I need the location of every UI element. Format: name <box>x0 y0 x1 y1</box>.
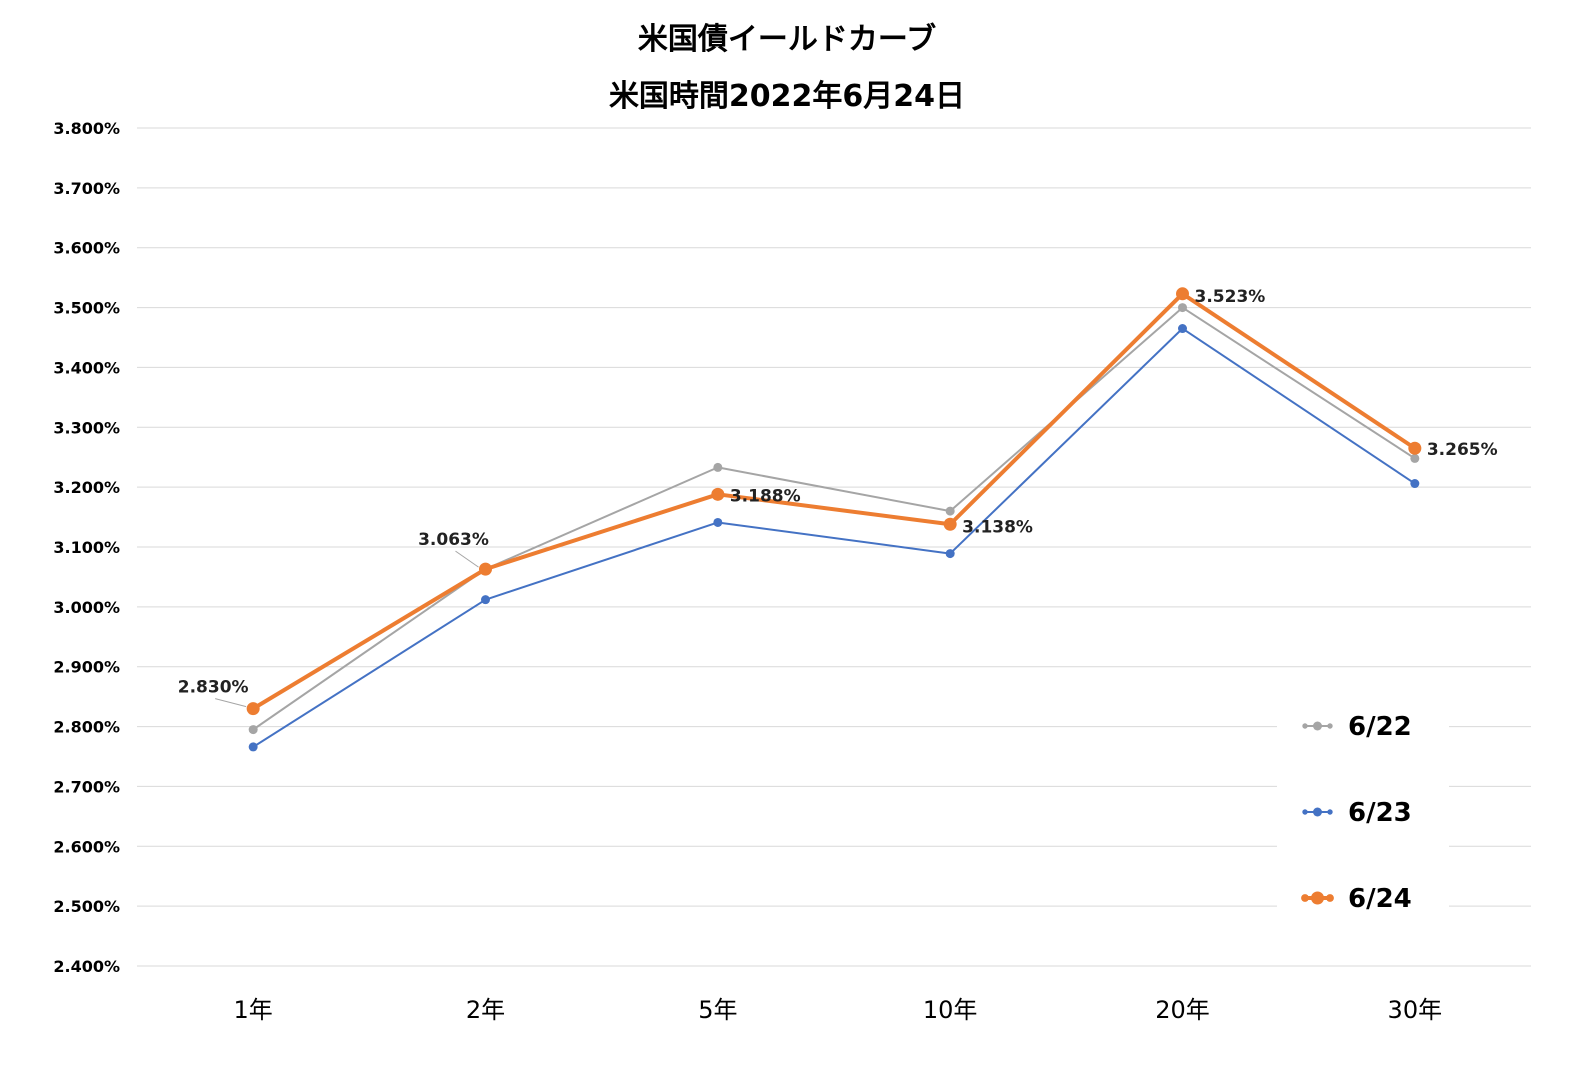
data-point-6-23 <box>1178 324 1187 334</box>
series-line-6-23 <box>252 327 1416 748</box>
data-label: 3.188% <box>730 486 801 506</box>
y-tick-label: 3.700% <box>53 179 120 198</box>
y-tick-label: 3.500% <box>53 299 120 318</box>
y-tick-label: 3.400% <box>53 358 120 377</box>
y-tick-label: 2.600% <box>53 837 120 856</box>
data-point-6-22 <box>248 725 258 735</box>
data-label: 3.265% <box>1427 440 1498 460</box>
y-tick-label: 3.100% <box>53 538 120 557</box>
data-point-6-24 <box>1408 441 1422 455</box>
legend-swatch-marker <box>1327 809 1333 815</box>
data-point-6-23 <box>248 742 258 752</box>
legend-swatch-marker <box>1326 894 1334 902</box>
data-point-6-24 <box>246 702 260 716</box>
data-label: 3.138% <box>962 517 1033 537</box>
legend-entry: 6/22 <box>1348 712 1412 742</box>
series-line-6-22 <box>252 306 1416 731</box>
data-point-6-24 <box>943 517 957 531</box>
y-tick-label: 2.800% <box>53 718 120 737</box>
y-tick-label: 3.000% <box>53 598 120 617</box>
data-label-leader <box>455 550 479 568</box>
y-tick-label: 3.800% <box>53 119 120 138</box>
data-labels: 2.830% 3.063% 3.188% 3.138% 3.523% 3.265% <box>178 287 1498 708</box>
legend: 6/22 6/23 6/24 <box>1277 690 1449 930</box>
y-tick-label: 3.200% <box>53 478 120 497</box>
y-tick-label: 3.300% <box>53 418 120 437</box>
data-label: 2.830% <box>178 678 249 698</box>
legend-swatch-marker <box>1302 809 1308 815</box>
x-tick-label: 20年 <box>1155 996 1210 1024</box>
x-tick-label: 30年 <box>1388 996 1443 1024</box>
series-lines <box>246 287 1422 752</box>
legend-swatch-marker <box>1311 891 1324 905</box>
legend-entry: 6/24 <box>1348 884 1412 914</box>
chart-subtitle: 米国時間2022年6月24日 <box>609 79 965 114</box>
legend-swatch-marker <box>1302 723 1308 729</box>
data-point-6-24 <box>479 562 492 576</box>
y-tick-label: 2.900% <box>53 658 120 677</box>
data-label: 3.063% <box>418 530 489 550</box>
legend-swatch-marker <box>1313 721 1322 731</box>
legend-swatch-marker <box>1327 723 1333 729</box>
series-line-6-24 <box>252 291 1416 711</box>
y-tick-label: 3.600% <box>53 239 120 258</box>
data-point-6-22 <box>713 462 723 472</box>
data-label-leader <box>215 698 247 708</box>
y-tick-label: 2.500% <box>53 897 120 916</box>
data-point-6-23 <box>713 517 723 527</box>
x-axis-ticks: 1年 2年 5年 10年 20年 30年 <box>234 996 1443 1024</box>
x-tick-label: 5年 <box>698 996 737 1024</box>
legend-entry: 6/23 <box>1348 798 1412 828</box>
x-tick-label: 1年 <box>234 996 273 1024</box>
data-point-6-23 <box>945 549 955 559</box>
data-point-6-22 <box>1178 303 1187 313</box>
chart-title: 米国債イールドカーブ <box>638 22 936 57</box>
y-tick-label: 2.400% <box>53 957 120 976</box>
data-point-6-22 <box>945 506 955 516</box>
legend-swatch-marker <box>1313 807 1322 817</box>
x-tick-label: 2年 <box>466 996 505 1024</box>
legend-swatch-marker <box>1301 894 1309 902</box>
data-label: 3.523% <box>1195 287 1266 307</box>
data-point-6-23 <box>1410 479 1420 489</box>
data-point-6-24 <box>1176 287 1189 301</box>
y-axis-ticks: 3.800% 3.700% 3.600% 3.500% 3.400% 3.300% 3.20… <box>53 119 120 976</box>
data-point-6-22 <box>1410 453 1420 463</box>
x-tick-label: 10年 <box>923 996 978 1024</box>
y-tick-label: 2.700% <box>53 777 120 796</box>
data-point-6-23 <box>481 595 490 605</box>
data-point-6-24 <box>711 487 725 501</box>
